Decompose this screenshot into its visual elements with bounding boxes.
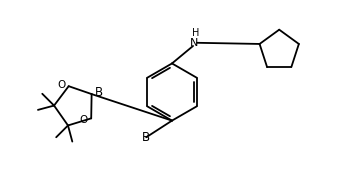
Text: B: B bbox=[95, 86, 103, 99]
Text: B: B bbox=[142, 131, 150, 144]
Text: O: O bbox=[57, 80, 65, 90]
Text: H: H bbox=[192, 28, 200, 38]
Text: O: O bbox=[80, 115, 88, 125]
Text: N: N bbox=[190, 38, 198, 48]
